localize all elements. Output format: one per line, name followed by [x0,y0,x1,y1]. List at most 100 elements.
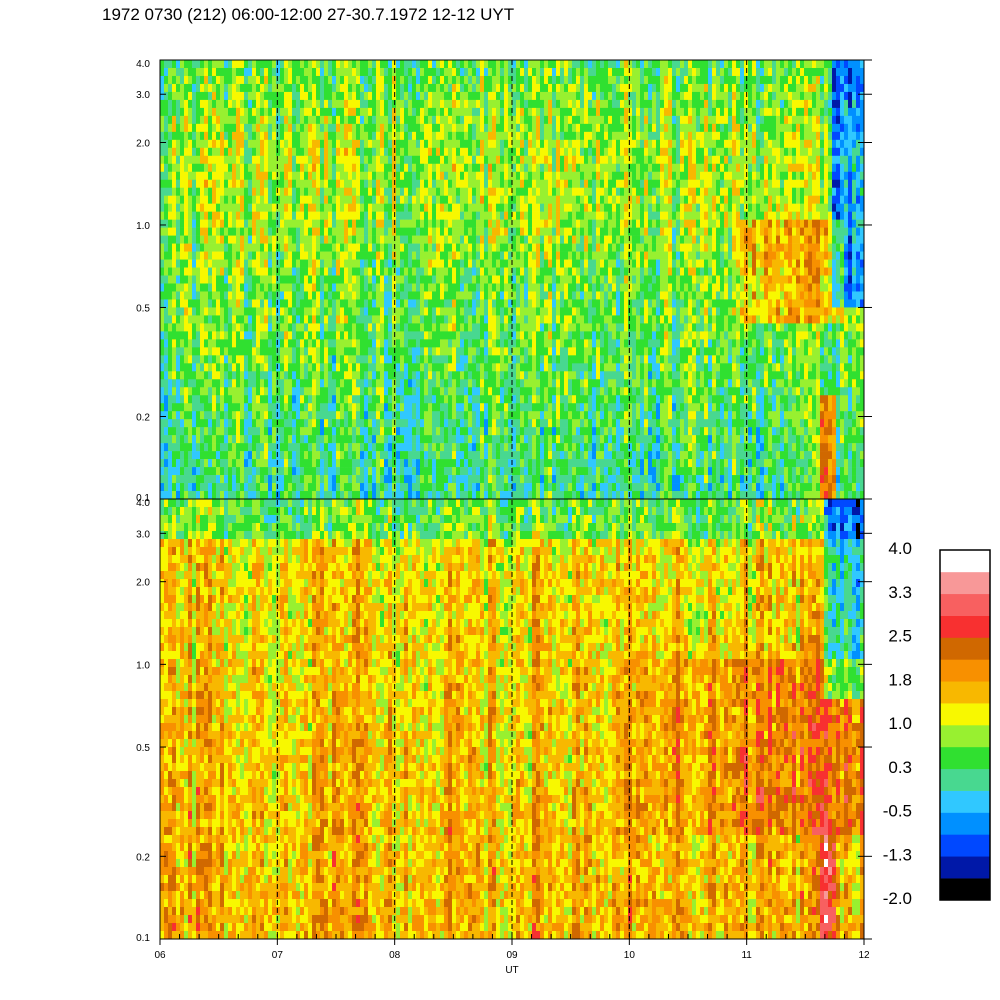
heatmap-cell [268,131,273,141]
heatmap-cell [256,67,261,77]
heatmap-cell [244,235,249,244]
heatmap-cell [340,83,345,93]
heatmap-cell [176,251,181,260]
heatmap-cell [180,283,185,292]
heatmap-cell [320,387,325,396]
heatmap-cell [224,323,229,332]
heatmap-cell [316,155,321,165]
heatmap-cell [460,291,465,300]
heatmap-cell [392,179,397,189]
heatmap-cell [516,331,521,340]
heatmap-cell [172,259,177,268]
heatmap-cell [172,203,177,212]
heatmap-cell [300,435,305,444]
heatmap-cell [344,235,349,244]
heatmap-cell [432,211,437,220]
heatmap-cell [332,403,337,412]
heatmap-cell [444,283,449,292]
heatmap-cell [288,91,293,101]
heatmap-cell [228,299,233,308]
heatmap-cell [424,339,429,348]
heatmap-cell [168,195,173,204]
heatmap-cell [276,435,281,444]
heatmap-cell [160,299,165,308]
heatmap-cell [168,435,173,444]
heatmap-cell [368,219,373,228]
heatmap-cell [444,259,449,268]
heatmap-cell [408,131,413,141]
heatmap-cell [324,387,329,396]
heatmap-cell [256,443,261,452]
heatmap-cell [492,179,497,189]
heatmap-cell [280,243,285,252]
heatmap-cell [408,459,413,468]
heatmap-cell [236,139,241,149]
heatmap-cell [480,235,485,244]
heatmap-cell [428,315,433,324]
heatmap-cell [252,243,257,252]
heatmap-cell [480,99,485,109]
heatmap-cell [456,411,461,420]
heatmap-cell [228,379,233,388]
heatmap-cell [408,371,413,380]
heatmap-cell [404,299,409,308]
heatmap-cell [316,483,321,492]
heatmap-cell [216,379,221,388]
heatmap-cell [264,387,269,396]
heatmap-cell [276,60,281,69]
heatmap-cell [348,131,353,141]
heatmap-cell [440,227,445,236]
heatmap-cell [444,275,449,284]
heatmap-cell [380,227,385,236]
heatmap-cell [464,83,469,93]
heatmap-cell [204,419,209,428]
heatmap-cell [276,459,281,468]
heatmap-cell [264,251,269,260]
heatmap-cell [316,147,321,157]
heatmap-cell [416,99,421,109]
heatmap-cell [400,267,405,276]
heatmap-cell [268,315,273,324]
heatmap-cell [160,427,165,436]
heatmap-cell [488,355,493,364]
heatmap-cell [400,331,405,340]
heatmap-cell [376,243,381,252]
heatmap-cell [476,155,481,165]
heatmap-cell [216,187,221,196]
heatmap-cell [452,251,457,260]
heatmap-cell [444,219,449,228]
heatmap-cell [444,147,449,157]
heatmap-cell [304,435,309,444]
heatmap-cell [520,67,525,77]
heatmap-cell [416,347,421,356]
heatmap-cell [232,219,237,228]
heatmap-cell [224,427,229,436]
heatmap-cell [508,283,513,292]
heatmap-cell [308,60,313,69]
heatmap-cell [340,323,345,332]
heatmap-cell [416,387,421,396]
heatmap-cell [444,107,449,117]
heatmap-cell [380,187,385,196]
heatmap-cell [516,483,521,492]
heatmap-cell [444,203,449,212]
heatmap-cell [232,163,237,173]
heatmap-cell [296,75,301,85]
heatmap-cell [484,99,489,109]
heatmap-cell [516,115,521,125]
heatmap-cell [368,75,373,85]
heatmap-cell [456,243,461,252]
heatmap-cell [388,291,393,300]
heatmap-cell [484,379,489,388]
heatmap-cell [484,235,489,244]
heatmap-cell [380,243,385,252]
heatmap-cell [416,275,421,284]
heatmap-cell [504,307,509,316]
heatmap-cell [220,323,225,332]
heatmap-cell [340,131,345,141]
heatmap-cell [496,219,501,228]
heatmap-cell [400,435,405,444]
heatmap-cell [496,251,501,260]
heatmap-cell [204,259,209,268]
heatmap-cell [264,259,269,268]
